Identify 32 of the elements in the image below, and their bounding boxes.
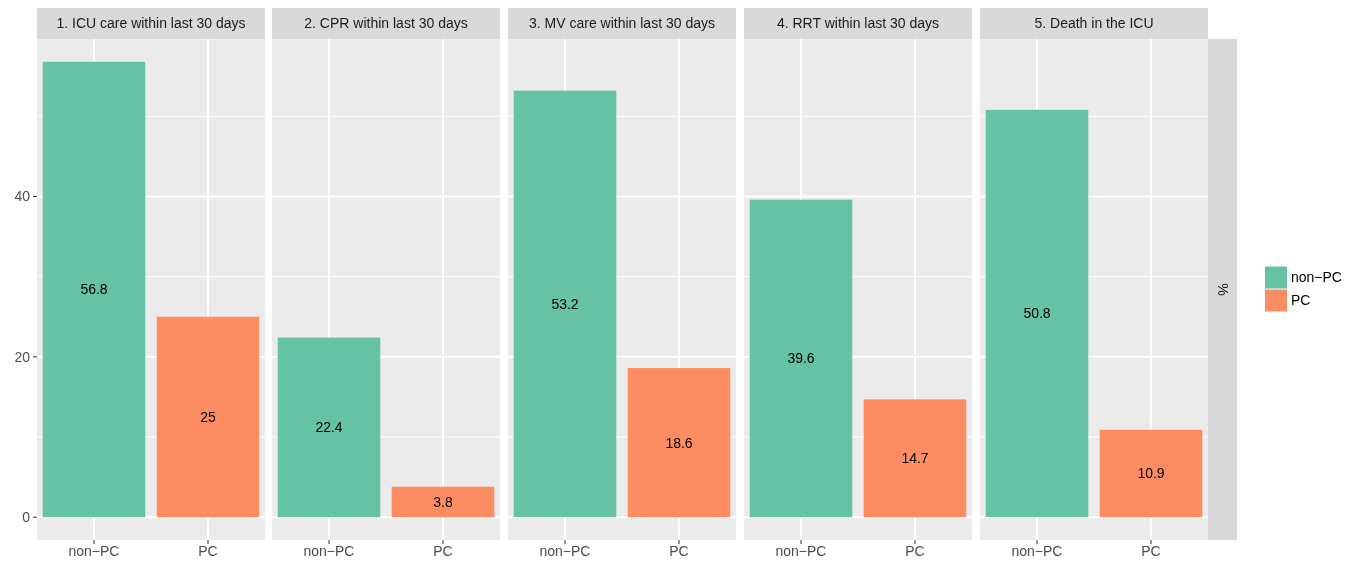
- data-label: 3.8: [433, 493, 453, 510]
- x-tick-label: PC: [198, 543, 218, 559]
- data-label: 22.4: [315, 419, 343, 436]
- x-tick-label: non−PC: [775, 543, 827, 559]
- data-label: 18.6: [665, 434, 693, 451]
- y-axis-title: %: [1214, 283, 1231, 296]
- y-tick-label: 0: [22, 509, 31, 526]
- chart-title: 3. MV care within last 30 days: [529, 15, 715, 32]
- x-tick-label: non−PC: [1011, 543, 1063, 559]
- chart-title: 5. Death in the ICU: [1034, 15, 1154, 32]
- data-label: 25: [200, 408, 216, 425]
- data-label: 14.7: [901, 450, 929, 467]
- chart-title: 2. CPR within last 30 days: [304, 15, 468, 32]
- y-tick-label: 40: [14, 188, 31, 205]
- data-label: 53.2: [551, 295, 579, 312]
- chart-title: 4. RRT within last 30 days: [776, 15, 940, 32]
- data-label: 50.8: [1023, 305, 1051, 322]
- y-tick-label: 20: [14, 348, 31, 365]
- x-tick-label: PC: [669, 543, 689, 559]
- chart-title: 1. ICU care within last 30 days: [56, 15, 246, 32]
- x-tick-label: non−PC: [68, 543, 120, 559]
- x-tick-label: PC: [905, 543, 925, 559]
- data-label: 39.6: [787, 350, 815, 367]
- x-tick-label: non−PC: [539, 543, 591, 559]
- legend-label: PC: [1291, 292, 1311, 309]
- facet-strip: %: [1208, 39, 1237, 540]
- x-tick-label: non−PC: [303, 543, 355, 559]
- data-label: 56.8: [80, 281, 108, 298]
- x-tick-label: PC: [433, 543, 453, 559]
- data-label: 10.9: [1137, 465, 1165, 482]
- legend-label: non−PC: [1291, 269, 1342, 286]
- x-tick-label: PC: [1141, 543, 1161, 559]
